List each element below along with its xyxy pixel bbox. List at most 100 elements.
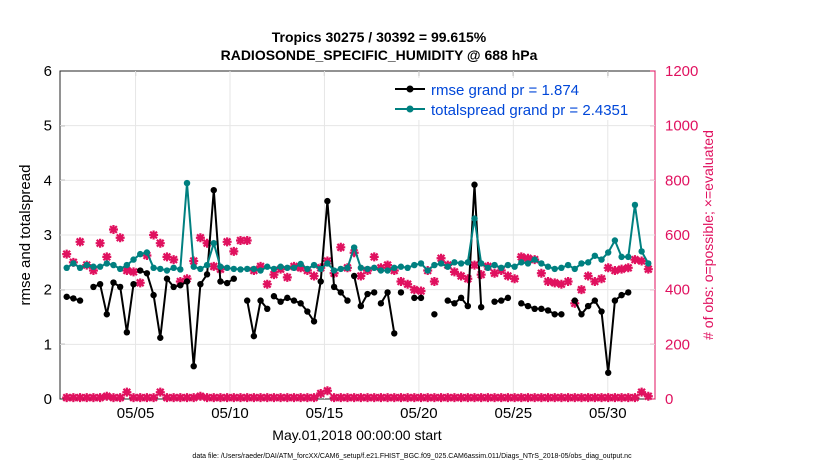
obs-evaluated-point bbox=[550, 278, 560, 288]
obs-possible-point bbox=[195, 391, 205, 401]
obs-evaluated-point bbox=[135, 278, 145, 288]
obs-evaluated-point bbox=[503, 271, 513, 281]
obs-possible-point bbox=[316, 389, 326, 399]
rmse-point bbox=[498, 297, 505, 304]
obs-evaluated-point bbox=[610, 266, 620, 276]
rmse-point bbox=[103, 311, 110, 318]
right-axis-label: # of obs: o=possible; ×=evaluated bbox=[700, 130, 716, 340]
obs-possible-point-shape bbox=[483, 393, 493, 403]
obs-evaluated-point bbox=[643, 264, 653, 274]
obs-possible-point-shape bbox=[269, 393, 279, 403]
obs-possible-point bbox=[189, 393, 199, 403]
obs-possible-point bbox=[383, 393, 393, 403]
obs-possible-point-shape bbox=[469, 393, 479, 403]
totalspread-point bbox=[491, 261, 498, 269]
totalspread-point bbox=[130, 256, 137, 263]
rmse-point bbox=[518, 300, 525, 307]
obs-evaluated-point bbox=[108, 225, 118, 235]
obs-possible-point-shape bbox=[570, 393, 580, 403]
obs-possible-point bbox=[356, 393, 366, 403]
rmse-point bbox=[243, 297, 251, 304]
obs-possible-point bbox=[610, 393, 620, 403]
obs-possible-point bbox=[543, 393, 553, 403]
rmse-point bbox=[531, 305, 538, 312]
obs-possible-point bbox=[396, 393, 406, 403]
obs-possible-point-shape bbox=[282, 393, 292, 403]
obs-possible-point-shape bbox=[182, 393, 192, 403]
obs-possible-point bbox=[296, 393, 306, 403]
rmse-point bbox=[491, 298, 498, 305]
obs-possible-point-shape bbox=[82, 393, 92, 403]
obs-possible-point bbox=[349, 393, 359, 403]
totalspread-point bbox=[444, 263, 451, 270]
rmse-point bbox=[444, 297, 451, 304]
obs-evaluated-point bbox=[162, 252, 172, 262]
obs-possible-point bbox=[617, 393, 627, 403]
obs-possible-point-shape bbox=[336, 393, 346, 403]
obs-evaluated-point-shape bbox=[135, 278, 145, 288]
obs-evaluated-point bbox=[383, 260, 393, 270]
obs-evaluated-point-shape bbox=[262, 279, 272, 289]
rmse-point bbox=[350, 272, 358, 280]
rmse-point bbox=[357, 302, 365, 310]
obs-evaluated-point bbox=[476, 270, 486, 280]
obs-evaluated-point bbox=[563, 276, 573, 286]
totalspread-point bbox=[551, 265, 558, 273]
totalspread-point bbox=[391, 264, 398, 271]
rmse-point bbox=[411, 294, 418, 302]
obs-evaluated-point-shape bbox=[88, 266, 98, 276]
obs-evaluated-point-shape bbox=[122, 266, 132, 276]
obs-evaluated-point bbox=[155, 238, 165, 248]
obs-evaluated-point-shape bbox=[456, 271, 466, 281]
x-tick-label: 05/10 bbox=[211, 405, 249, 422]
totalspread-point bbox=[76, 264, 84, 271]
totalspread-point bbox=[571, 265, 578, 273]
obs-possible-point-shape bbox=[643, 391, 653, 401]
totalspread-point bbox=[498, 264, 505, 271]
obs-evaluated-point-shape bbox=[523, 253, 533, 263]
totalspread-point bbox=[578, 260, 585, 267]
obs-possible-point bbox=[637, 387, 647, 397]
y-left-tick-label: 4 bbox=[44, 172, 52, 189]
totalspread-point bbox=[618, 253, 625, 261]
obs-possible-point bbox=[510, 393, 520, 403]
obs-possible-point bbox=[142, 393, 152, 403]
obs-possible-point-shape bbox=[349, 393, 359, 403]
obs-evaluated-point-shape bbox=[129, 267, 139, 277]
obs-possible-point-shape bbox=[610, 393, 620, 403]
obs-possible-point-shape bbox=[490, 393, 500, 403]
obs-possible-point-shape bbox=[550, 393, 560, 403]
totalspread-point bbox=[110, 261, 117, 269]
obs-possible-point-shape bbox=[329, 393, 339, 403]
obs-evaluated-point-shape bbox=[429, 276, 439, 286]
obs-evaluated-point-shape bbox=[516, 252, 526, 262]
rmse-point bbox=[344, 297, 351, 304]
obs-possible-point-shape bbox=[416, 393, 426, 403]
obs-evaluated-point-shape bbox=[403, 279, 413, 289]
obs-evaluated-point bbox=[463, 274, 473, 284]
rmse-point bbox=[170, 283, 177, 291]
rmse-point bbox=[618, 291, 625, 299]
obs-possible-point bbox=[329, 393, 339, 403]
rmse-point bbox=[538, 305, 545, 312]
totalspread-point bbox=[250, 265, 258, 273]
totalspread-point bbox=[150, 264, 157, 271]
obs-possible-point-shape bbox=[396, 393, 406, 403]
obs-evaluated-point bbox=[416, 286, 426, 296]
rmse-point bbox=[70, 295, 77, 302]
obs-evaluated-point bbox=[449, 267, 459, 277]
rmse-point bbox=[270, 293, 278, 300]
obs-evaluated-point bbox=[356, 271, 366, 281]
rmse-point bbox=[230, 275, 238, 282]
obs-possible-point bbox=[503, 393, 513, 403]
rmse-point bbox=[457, 294, 465, 302]
obs-possible-point bbox=[556, 393, 566, 403]
obs-possible-point bbox=[463, 393, 473, 403]
obs-evaluated-point-shape bbox=[463, 274, 473, 284]
obs-possible-point bbox=[550, 393, 560, 403]
obs-possible-point-shape bbox=[403, 393, 413, 403]
totalspread-point bbox=[143, 249, 151, 256]
obs-evaluated-point-shape bbox=[556, 279, 566, 289]
obs-evaluated-point-shape bbox=[175, 276, 185, 286]
totalspread-point bbox=[163, 267, 171, 274]
